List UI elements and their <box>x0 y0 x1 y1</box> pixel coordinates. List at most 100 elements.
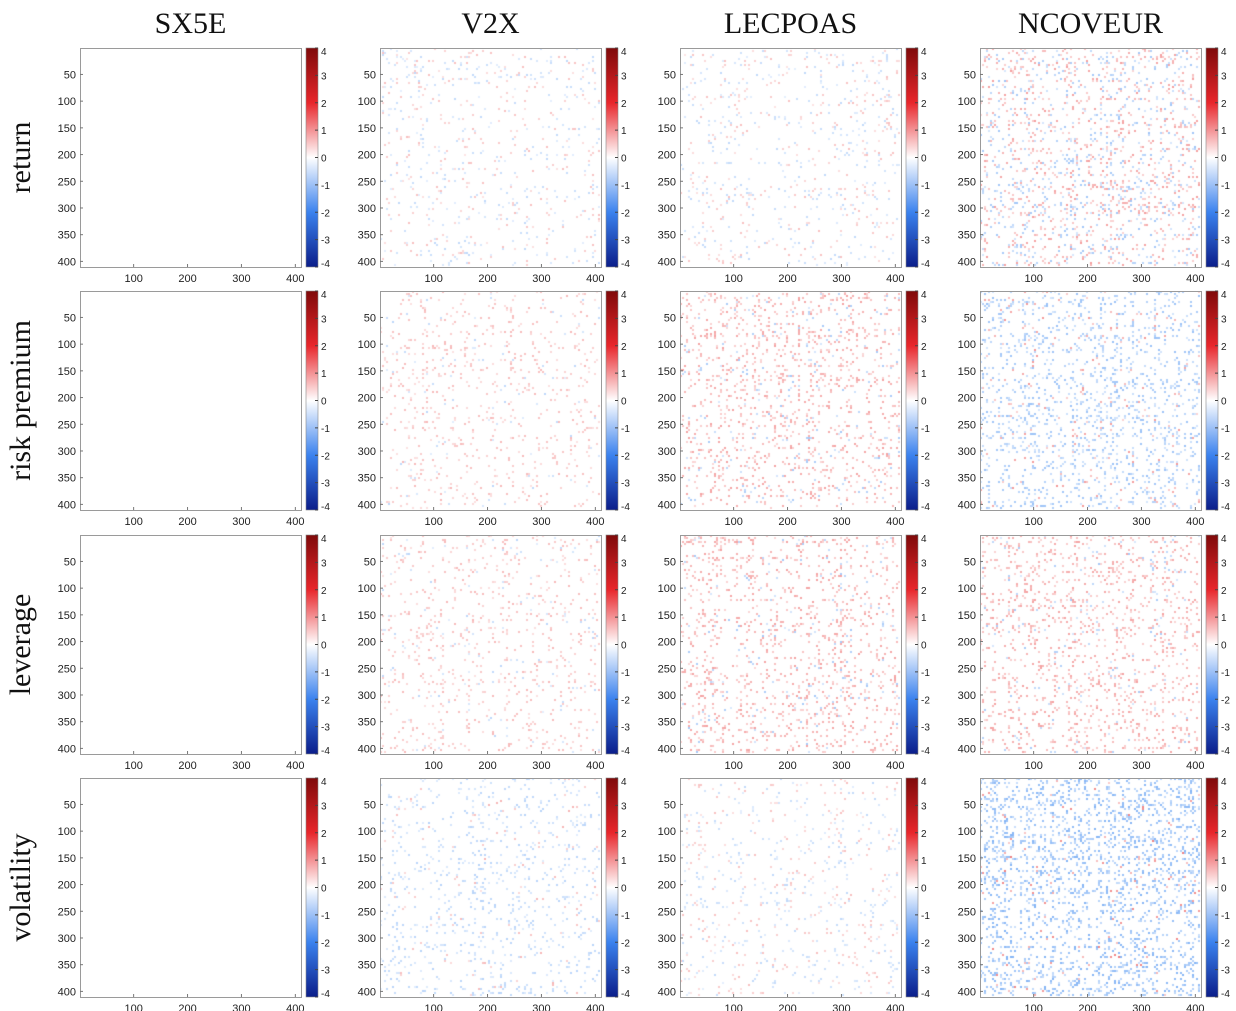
x-tick-label: 200 <box>778 760 796 772</box>
colorbar-tick-label: -3 <box>1221 236 1230 247</box>
x-tick-label: 300 <box>1132 273 1150 285</box>
colorbar-tick-label: -4 <box>321 502 330 513</box>
colorbar-tick-label: 3 <box>321 558 327 569</box>
colorbar-tick-label: 4 <box>921 290 927 301</box>
axes-frame <box>80 535 302 755</box>
colorbar-tick-label: 2 <box>321 829 327 840</box>
y-tick-label: 200 <box>958 150 976 162</box>
y-tick-label: 400 <box>358 743 376 755</box>
y-tick-label: 50 <box>664 312 676 324</box>
colorbar-tick-label: -2 <box>621 938 630 949</box>
y-tick-label: 50 <box>664 556 676 568</box>
x-tick-label: 200 <box>178 273 196 285</box>
y-tick-label: 350 <box>358 230 376 242</box>
colorbar-tick-label: -2 <box>321 451 330 462</box>
colorbar-tick-label: -4 <box>921 746 930 757</box>
heatmap-cells <box>680 778 901 997</box>
colorbar-tick-label: -3 <box>921 236 930 247</box>
y-tick-label: 350 <box>958 473 976 485</box>
colorbar-tick-label: -2 <box>1221 451 1230 462</box>
x-tick-label: 400 <box>886 273 904 285</box>
colorbar-tick-label: -3 <box>921 479 930 490</box>
colorbar-tick-label: 3 <box>921 71 927 82</box>
x-tick-label: 100 <box>1024 1003 1042 1011</box>
y-tick-label: 50 <box>964 799 976 811</box>
axes-frame <box>380 291 602 511</box>
y-tick-label: 250 <box>958 419 976 431</box>
axes-frame <box>980 778 1202 998</box>
y-tick-label: 250 <box>658 663 676 675</box>
x-tick-label: 200 <box>178 516 196 528</box>
colorbar-tick-label: 1 <box>621 613 627 624</box>
colorbar-tick-label: 3 <box>921 558 927 569</box>
colorbar-tick-label: -4 <box>1221 746 1230 757</box>
y-tick-label: 150 <box>958 123 976 135</box>
x-tick-label: 300 <box>232 760 250 772</box>
y-tick-label: 300 <box>658 203 676 215</box>
panel-risk-premium-ncoveur: 50 100 150 200 250 300 350 400 100 200 300 400 4 3 2 1 0… <box>958 290 1231 528</box>
y-tick-label: 350 <box>658 960 676 972</box>
y-tick-label: 250 <box>358 419 376 431</box>
colorbar-tick-label: 0 <box>621 641 627 652</box>
colorbar-tick-label: 4 <box>921 47 927 58</box>
column-title-v2x: V2X <box>461 7 520 40</box>
y-tick-label: 150 <box>58 853 76 865</box>
colorbar-tick-label: 4 <box>1221 534 1227 545</box>
x-tick-label: 100 <box>424 516 442 528</box>
heatmap-cells <box>680 535 901 754</box>
panel-leverage-lecpoas: 50 100 150 200 250 300 350 400 100 200 300 400 4 3 2 1 0… <box>658 534 931 772</box>
colorbar-tick-label: -1 <box>1221 668 1230 679</box>
colorbar-tick-label: 4 <box>621 534 627 545</box>
colorbar-tick-label: 4 <box>321 290 327 301</box>
x-tick-label: 400 <box>886 516 904 528</box>
y-tick-label: 200 <box>658 150 676 162</box>
panel-leverage-v2x: 50 100 150 200 250 300 350 400 100 200 300 400 4 3 2 1 0… <box>358 534 631 772</box>
y-tick-label: 400 <box>658 986 676 998</box>
y-tick-label: 100 <box>58 339 76 351</box>
y-tick-label: 100 <box>958 339 976 351</box>
x-tick-label: 100 <box>1024 516 1042 528</box>
x-tick-label: 400 <box>1186 760 1204 772</box>
colorbar-tick-label: 3 <box>921 801 927 812</box>
y-tick-label: 50 <box>64 799 76 811</box>
colorbar-tick-label: -4 <box>321 989 330 1000</box>
colorbar-tick-label: 3 <box>621 801 627 812</box>
x-tick-label: 400 <box>1186 273 1204 285</box>
y-tick-label: 350 <box>958 230 976 242</box>
x-tick-label: 200 <box>1078 273 1096 285</box>
colorbar-tick-label: 0 <box>921 154 927 165</box>
x-tick-label: 100 <box>124 760 142 772</box>
colorbar-tick-label: -3 <box>1221 723 1230 734</box>
axes-frame <box>80 778 302 998</box>
x-tick-label: 200 <box>778 1003 796 1011</box>
y-tick-label: 350 <box>358 960 376 972</box>
axes-frame <box>980 291 1202 511</box>
y-tick-label: 50 <box>664 799 676 811</box>
y-tick-label: 350 <box>58 717 76 729</box>
y-tick-label: 400 <box>58 256 76 268</box>
colorbar-tick-label: 3 <box>621 558 627 569</box>
axes-frame <box>680 48 902 268</box>
y-tick-label: 400 <box>358 256 376 268</box>
axes-frame <box>980 48 1202 268</box>
colorbar-tick-label: -4 <box>921 989 930 1000</box>
y-tick-label: 300 <box>358 933 376 945</box>
y-tick-label: 100 <box>658 96 676 108</box>
colorbar-tick-label: -1 <box>321 181 330 192</box>
y-tick-label: 250 <box>358 176 376 188</box>
x-tick-label: 100 <box>124 273 142 285</box>
x-tick-label: 100 <box>724 1003 742 1011</box>
colorbar-tick-label: -2 <box>921 695 930 706</box>
row-title-volatility: volatility <box>4 833 37 941</box>
x-tick-label: 200 <box>1078 516 1096 528</box>
y-tick-label: 400 <box>658 743 676 755</box>
y-tick-label: 100 <box>958 96 976 108</box>
panel-volatility-lecpoas: 50 100 150 200 250 300 350 400 100 200 300 400 4 3 2 1 0… <box>658 777 931 1011</box>
colorbar-tick-label: -1 <box>1221 181 1230 192</box>
x-tick-label: 100 <box>424 760 442 772</box>
y-tick-label: 350 <box>658 473 676 485</box>
colorbar-tick-label: 2 <box>1221 99 1227 110</box>
x-tick-label: 100 <box>1024 273 1042 285</box>
colorbar-tick-label: -3 <box>321 479 330 490</box>
x-tick-label: 400 <box>286 1003 304 1011</box>
